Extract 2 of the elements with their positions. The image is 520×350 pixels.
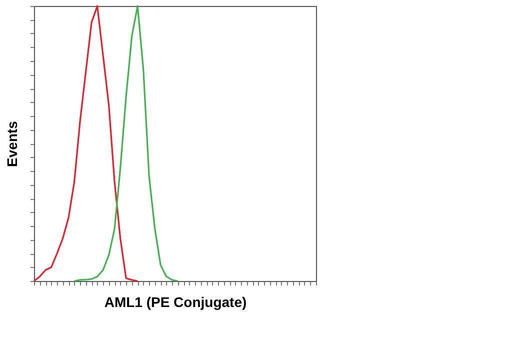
x-axis-title: AML1 (PE Conjugate) — [104, 294, 247, 310]
y-axis-title: Events — [4, 120, 20, 167]
